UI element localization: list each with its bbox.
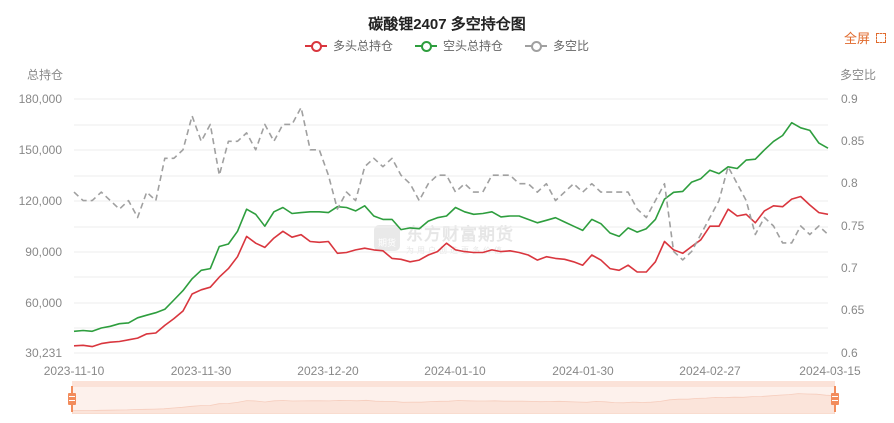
left-axis-tick: 150,000 [18,143,62,157]
series-line[interactable] [73,121,829,333]
left-axis-tick: 30,231 [25,346,62,360]
fullscreen-icon [876,32,886,43]
slider-preview [72,393,835,414]
fullscreen-button[interactable]: 全屏 [844,28,886,47]
slider-start-handle[interactable] [68,386,76,412]
left-axis-tick: 90,000 [25,245,62,259]
chart-legend: 多头总持仓 空头总持仓 多空比 [0,37,894,54]
right-axis-tick: 0.85 [841,134,865,148]
left-axis-tick: 120,000 [18,194,62,208]
legend-item-short-position[interactable]: 空头总持仓 [414,37,503,54]
x-axis-tick: 2023-11-30 [170,364,232,378]
right-axis-tick: 0.6 [841,346,858,360]
right-axis-tick: 0.7 [841,261,858,275]
right-axis-name: 多空比 [840,68,877,82]
legend-item-long-position[interactable]: 多头总持仓 [304,37,393,54]
right-axis-tick: 0.8 [841,176,858,190]
x-axis-tick: 2024-03-15 [799,364,861,378]
legend-label: 空头总持仓 [442,39,503,53]
left-axis-tick: 180,000 [18,92,62,106]
legend-item-long-short-ratio[interactable]: 多空比 [525,37,589,54]
slider-end-handle[interactable] [831,386,839,412]
fullscreen-label: 全屏 [843,31,870,46]
legend-label: 多头总持仓 [332,39,393,53]
left-axis-name: 总持仓 [27,68,64,82]
x-axis-tick: 2023-11-10 [43,364,105,378]
chart-title: 碳酸锂2407 多空持仓图 [368,16,526,33]
right-axis-tick: 0.75 [841,219,865,233]
x-axis-tick: 2024-01-30 [552,364,614,378]
legend-label: 多空比 [553,39,590,53]
series-line[interactable] [73,195,829,348]
legend-line-circle-icon [304,40,327,52]
series-line[interactable] [73,106,829,261]
x-axis-tick: 2024-02-27 [679,364,741,378]
right-axis-tick: 0.65 [841,303,865,317]
x-axis-tick: 2023-12-20 [297,364,359,378]
left-axis-tick: 60,000 [25,296,62,310]
right-axis-tick: 0.9 [841,92,858,106]
data-zoom-slider[interactable] [68,381,839,414]
legend-line-circle-icon [414,40,437,52]
legend-line-circle-icon [525,40,547,52]
x-axis-tick: 2024-01-10 [424,364,486,378]
slider-drag-bar[interactable] [72,381,835,387]
